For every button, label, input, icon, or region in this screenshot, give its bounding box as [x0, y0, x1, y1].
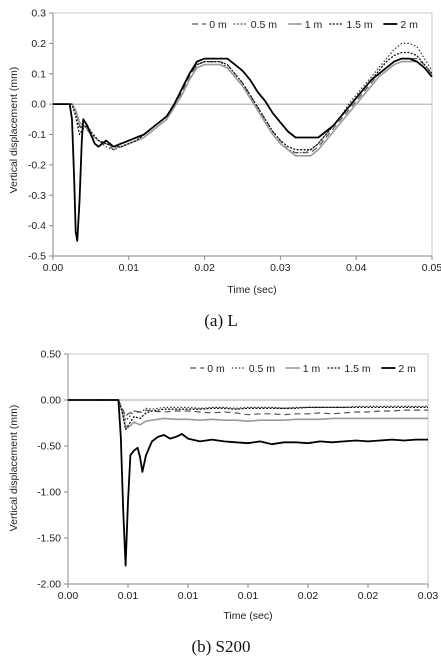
- chart-b-x-tick-label: 0.01: [238, 590, 259, 602]
- chart-b-y-tick-label: -2.00: [37, 579, 61, 591]
- chart-b-caption: (b) S200: [191, 637, 250, 656]
- chart-b-series-0-m: [68, 399, 428, 418]
- chart-a-y-tick-label: 0.3: [31, 8, 46, 20]
- chart-b-legend-label: 2 m: [398, 363, 416, 375]
- chart-b-ylabel: Vertical displacement (mm): [8, 405, 20, 532]
- chart-a-legend: 0 m 0.5 m 1 m 1.5 m 2 m: [192, 19, 418, 31]
- chart-a-y-tick-label: 0.0: [31, 99, 46, 111]
- chart-a-legend-label: 2 m: [400, 19, 418, 31]
- chart-b-y-tick-label: -1.00: [37, 487, 61, 499]
- chart-b-y-tick-label: 0.00: [41, 395, 62, 407]
- chart-b-y-tick-label: -0.50: [37, 441, 61, 453]
- chart-b-x-tick-label: 0.00: [58, 590, 79, 602]
- chart-b-series-1-m: [68, 399, 428, 429]
- chart-b-xlabel: Time (sec): [223, 610, 272, 622]
- chart-b-y-tick-label: -1.50: [37, 533, 61, 545]
- chart-a-caption: (a) L: [204, 311, 238, 330]
- chart-a-x-tick-label: 0.01: [119, 262, 140, 274]
- chart-b-legend: 0 m 0.5 m 1 m 1.5 m 2 m: [190, 363, 416, 375]
- chart-a-legend-label: 0 m: [209, 19, 227, 31]
- chart-a-plot-area: [52, 12, 433, 257]
- chart-b-series-1-5-m: [68, 399, 428, 431]
- chart-b-series-0-5-m: [68, 399, 428, 421]
- chart-a-x-tick-label: 0.05: [422, 262, 441, 274]
- chart-a: Vertical displacement (mm) Time (sec) (a…: [8, 8, 441, 331]
- chart-a-y-tick-label: -0.4: [28, 220, 46, 232]
- chart-b-y-tick-label: 0.50: [41, 349, 62, 361]
- chart-a-y-tick-label: -0.5: [28, 251, 46, 263]
- chart-b-legend-label: 0 m: [207, 363, 225, 375]
- chart-a-y-tick-label: -0.3: [28, 190, 46, 202]
- chart-a-series-0-5-m: [53, 42, 433, 154]
- chart-a-x-tick-label: 0.04: [346, 262, 367, 274]
- chart-b-legend-label: 1 m: [303, 363, 321, 375]
- chart-a-legend-label: 0.5 m: [251, 19, 278, 31]
- chart-b-x-tick-label: 0.02: [358, 590, 379, 602]
- chart-a-legend-label: 1 m: [305, 19, 323, 31]
- chart-b-x-tick-label: 0.02: [298, 590, 319, 602]
- chart-b: Vertical displacement (mm) Time (sec) (b…: [8, 349, 438, 657]
- chart-a-y-tick-label: -0.1: [28, 129, 46, 141]
- chart-a-legend-label: 1.5 m: [346, 19, 373, 31]
- chart-a-y-tick-label: 0.2: [31, 38, 46, 50]
- chart-b-x-tick-label: 0.01: [178, 590, 199, 602]
- chart-b-series-2-m: [68, 399, 428, 567]
- chart-a-x-tick-label: 0.00: [43, 262, 64, 274]
- chart-b-x-tick-label: 0.01: [118, 590, 139, 602]
- chart-a-y-tick-label: -0.2: [28, 159, 46, 171]
- chart-a-series-1-m: [53, 60, 433, 157]
- chart-a-series-2-m: [53, 57, 433, 242]
- chart-b-x-tick-label: 0.03: [418, 590, 439, 602]
- chart-a-ylabel: Vertical displacement (mm): [8, 67, 20, 194]
- chart-b-legend-label: 1.5 m: [344, 363, 371, 375]
- chart-a-series-0-m: [53, 58, 433, 154]
- chart-a-xlabel: Time (sec): [227, 284, 276, 296]
- chart-a-y-tick-label: 0.1: [31, 68, 46, 80]
- chart-a-x-tick-label: 0.03: [270, 262, 291, 274]
- chart-a-series-1-5-m: [53, 51, 433, 151]
- chart-b-legend-label: 0.5 m: [249, 363, 276, 375]
- chart-a-x-tick-label: 0.02: [194, 262, 215, 274]
